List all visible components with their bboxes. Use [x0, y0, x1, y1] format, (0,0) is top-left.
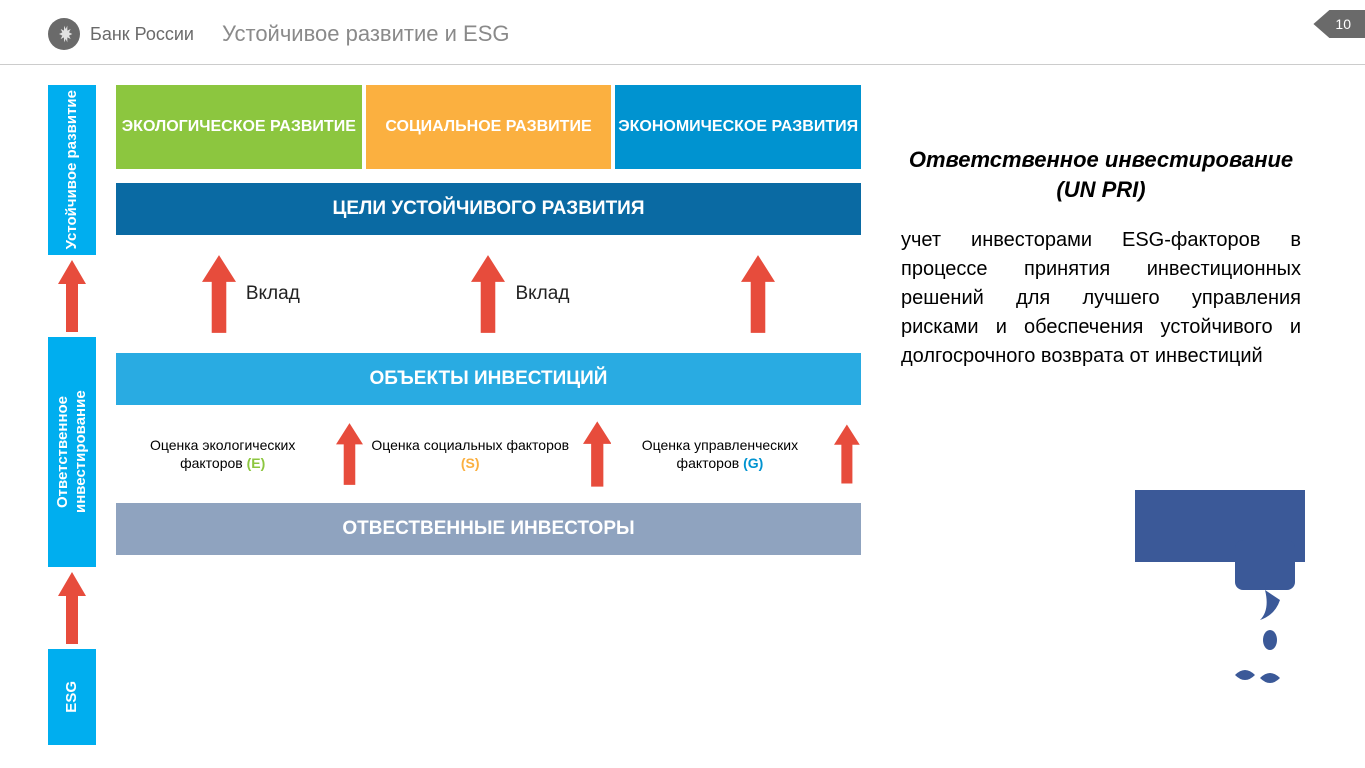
top-box-econ: ЭКОНОМИЧЕСКОЕ РАЗВИТИЯ — [615, 85, 861, 169]
arrow-label: Вклад — [515, 283, 569, 305]
diagram: ЭКОЛОГИЧЕСКОЕ РАЗВИТИЕ СОЦИАЛЬНОЕ РАЗВИТ… — [116, 85, 861, 745]
decorative-graphic — [1085, 490, 1305, 695]
rail-arrow-top-icon — [58, 260, 86, 332]
bank-name: Банк России — [90, 24, 194, 45]
factor-e: Оценка экологических факторов (E) — [117, 419, 363, 489]
top-boxes: ЭКОЛОГИЧЕСКОЕ РАЗВИТИЕ СОЦИАЛЬНОЕ РАЗВИТ… — [116, 85, 861, 169]
rail-top: Устойчивое развитие — [48, 85, 96, 255]
up-arrow-icon — [336, 419, 363, 489]
investors-bar: ОТВЕСТВЕННЫЕ ИНВЕСТОРЫ — [116, 503, 861, 555]
factor-g: Оценка управленческих факторов (G) — [614, 419, 860, 489]
right-body: учет инвесторами ESG-факторов в процессе… — [901, 226, 1301, 371]
arrow-label: Вклад — [246, 283, 300, 305]
header: Банк России Устойчивое развитие и ESG — [0, 0, 1365, 65]
objects-bar: ОБЪЕКТЫ ИНВЕСТИЦИЙ — [116, 353, 861, 405]
arrow-row-1: Вклад Вклад — [116, 249, 861, 339]
bank-logo-icon — [48, 18, 80, 50]
up-arrow-icon — [834, 419, 860, 489]
top-box-soc: СОЦИАЛЬНОЕ РАЗВИТИЕ — [366, 85, 612, 169]
goals-bar: ЦЕЛИ УСТОЙЧИВОГО РАЗВИТИЯ — [116, 183, 861, 235]
right-title: Ответственное инвестирование (UN PRI) — [901, 145, 1301, 204]
slide-title: Устойчивое развитие и ESG — [222, 21, 510, 47]
rail-arrow-bot-icon — [58, 572, 86, 644]
rail-mid: Ответственное инвестирование — [48, 337, 96, 567]
left-rail: Устойчивое развитие Ответственное инвест… — [48, 85, 96, 745]
up-arrow-icon — [583, 419, 612, 489]
rail-bot: ESG — [48, 649, 96, 745]
up-arrow-icon — [471, 255, 505, 333]
factor-row: Оценка экологических факторов (E) Оценка… — [116, 419, 861, 489]
factor-s: Оценка социальных факторов (S) — [366, 419, 612, 489]
up-arrow-icon — [741, 255, 775, 333]
top-box-eco: ЭКОЛОГИЧЕСКОЕ РАЗВИТИЕ — [116, 85, 362, 169]
up-arrow-icon — [202, 255, 236, 333]
